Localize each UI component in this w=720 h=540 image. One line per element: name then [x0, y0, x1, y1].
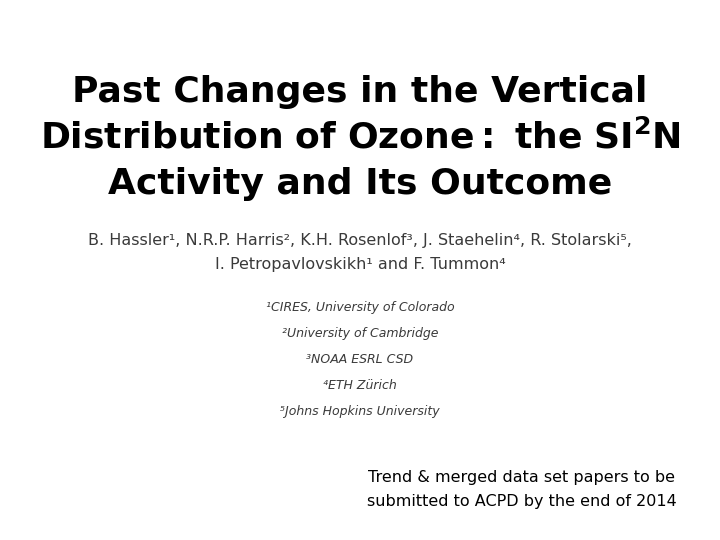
- Text: I. Petropavlovskikh¹ and F. Tummon⁴: I. Petropavlovskikh¹ and F. Tummon⁴: [215, 257, 505, 272]
- Text: Past Changes in the Vertical: Past Changes in the Vertical: [72, 75, 648, 109]
- Text: ²University of Cambridge: ²University of Cambridge: [282, 327, 438, 340]
- Text: $\mathbf{Distribution\ of\ Ozone:\ the\ SI^2N}$: $\mathbf{Distribution\ of\ Ozone:\ the\ …: [40, 119, 680, 156]
- Text: B. Hassler¹, N.R.P. Harris², K.H. Rosenlof³, J. Staehelin⁴, R. Stolarski⁵,: B. Hassler¹, N.R.P. Harris², K.H. Rosenl…: [88, 233, 632, 248]
- Text: ¹CIRES, University of Colorado: ¹CIRES, University of Colorado: [266, 301, 454, 314]
- Text: ⁵Johns Hopkins University: ⁵Johns Hopkins University: [280, 405, 440, 418]
- Text: Trend & merged data set papers to be: Trend & merged data set papers to be: [369, 470, 675, 485]
- Text: ⁴ETH Zürich: ⁴ETH Zürich: [323, 379, 397, 392]
- Text: Activity and Its Outcome: Activity and Its Outcome: [108, 167, 612, 200]
- Text: submitted to ACPD by the end of 2014: submitted to ACPD by the end of 2014: [367, 494, 677, 509]
- Text: ³NOAA ESRL CSD: ³NOAA ESRL CSD: [307, 353, 413, 366]
